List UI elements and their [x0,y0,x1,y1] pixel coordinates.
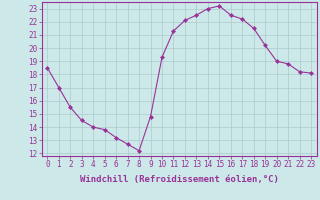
X-axis label: Windchill (Refroidissement éolien,°C): Windchill (Refroidissement éolien,°C) [80,175,279,184]
